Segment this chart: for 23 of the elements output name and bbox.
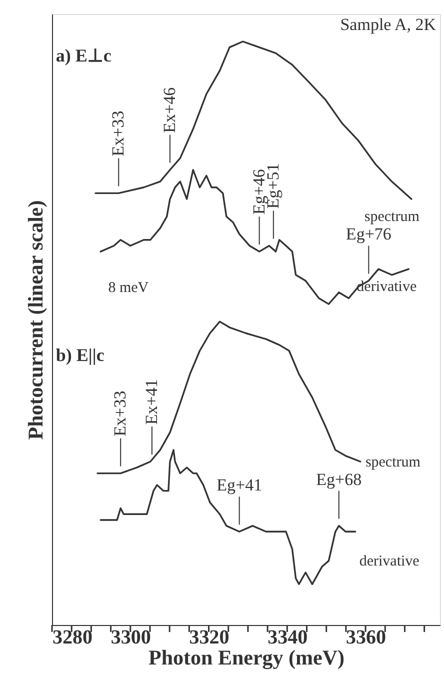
x-tick-label: 3320 [189,626,230,648]
annotation: Ex+33 [110,390,130,436]
annotation: Ex+33 [108,110,128,156]
x-tick-label: 3280 [52,626,92,648]
series-label: spectrum [365,454,421,471]
legend-label: derivative [356,279,417,296]
x-tick-label: 3300 [110,626,151,648]
annotation: 8 meV [108,280,149,296]
x-axis-title: Photon Energy (meV) [148,646,344,670]
x-tick-label: 3360 [346,626,386,648]
annotation: Eg+41 [216,476,262,495]
annotation: Ex+46 [160,87,179,133]
annotation: Eg+46 [249,169,268,215]
series-label: spectrum [364,209,420,226]
x-tick-label: 3340 [268,626,308,648]
annotation: Eg+68 [316,470,362,489]
annotation: b) E||c [56,344,104,365]
annotation: a) E⊥c [56,46,112,66]
text: Sample A, 2K [340,15,437,34]
annotation: Eg+76 [346,224,392,244]
series-label: derivative [359,554,420,570]
annotation: Ex+41 [142,379,161,425]
y-axis-title: Photocurrent (linear scale) [24,200,48,440]
